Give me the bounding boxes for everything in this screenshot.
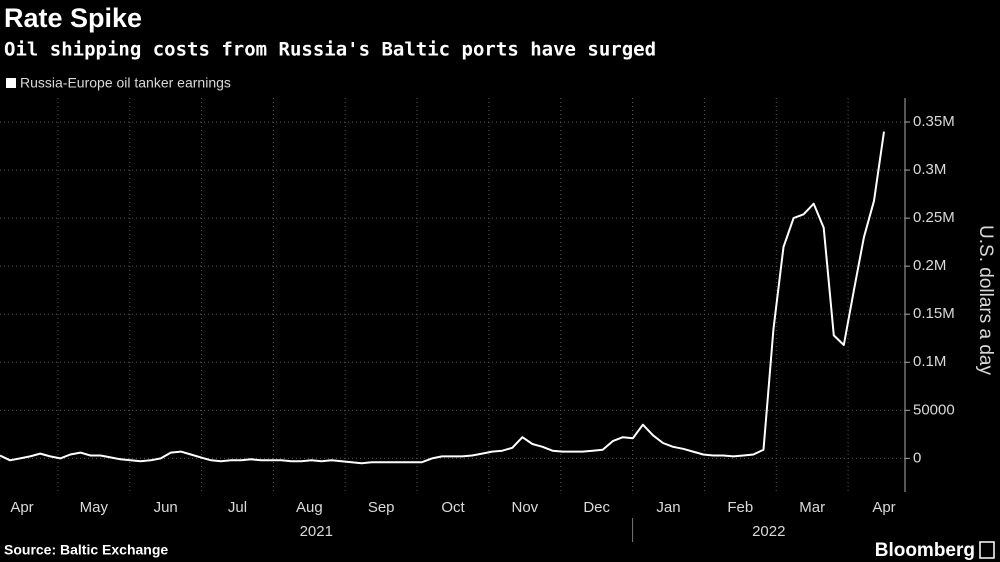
chart-title: Rate Spike bbox=[4, 3, 142, 33]
chart-subtitle: Oil shipping costs from Russia's Baltic … bbox=[4, 39, 656, 61]
y-tick-label: 0.3M bbox=[913, 161, 946, 178]
x-tick-label: Nov bbox=[511, 499, 538, 516]
x-tick-label: May bbox=[80, 499, 109, 516]
y-tick-label: 0.25M bbox=[913, 209, 955, 226]
x-tick-label: Mar bbox=[799, 499, 825, 516]
x-tick-label: Apr bbox=[872, 499, 895, 516]
legend-swatch bbox=[6, 78, 16, 88]
x-tick-label: Aug bbox=[296, 499, 323, 516]
source: Source: Baltic Exchange bbox=[4, 542, 168, 558]
x-tick-label: Apr bbox=[10, 499, 33, 516]
y-tick-label: 50000 bbox=[913, 401, 955, 418]
series-line bbox=[0, 131, 885, 465]
x-tick-label: Dec bbox=[583, 499, 610, 516]
brand: Bloomberg bbox=[875, 540, 975, 561]
y-tick-label: 0.2M bbox=[913, 257, 946, 274]
x-tick-label: Oct bbox=[441, 499, 465, 516]
y-tick-label: 0.15M bbox=[913, 305, 955, 322]
brand-icon bbox=[979, 541, 995, 559]
y-axis-label: U.S. dollars a day bbox=[975, 225, 996, 375]
x-tick-label: Feb bbox=[727, 499, 753, 516]
year-label: 2022 bbox=[752, 523, 785, 540]
legend-label: Russia-Europe oil tanker earnings bbox=[20, 75, 231, 91]
y-tick-label: 0.1M bbox=[913, 353, 946, 370]
x-tick-label: Jul bbox=[228, 499, 247, 516]
y-tick-label: 0 bbox=[913, 449, 921, 466]
x-tick-label: Jun bbox=[154, 499, 178, 516]
x-tick-label: Jan bbox=[656, 499, 680, 516]
year-label: 2021 bbox=[300, 523, 333, 540]
x-tick-label: Sep bbox=[368, 499, 395, 516]
y-tick-label: 0.35M bbox=[913, 113, 955, 130]
